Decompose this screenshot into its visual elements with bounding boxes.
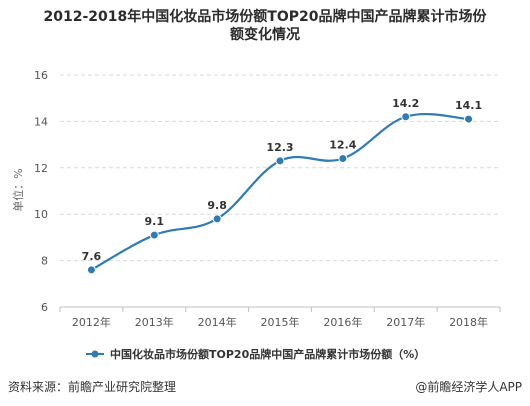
chart-title-line-2: 额变化情况 (230, 27, 300, 43)
x-tick-label: 2015年 (261, 315, 300, 329)
y-tick-label: 14 (34, 115, 48, 128)
footer: 资料来源：前瞻产业研究院整理 @前瞻经济学人APP (0, 374, 530, 396)
data-label: 9.8 (207, 199, 227, 212)
x-tick-label: 2013年 (135, 315, 174, 329)
x-tick-label: 2012年 (72, 315, 111, 329)
series-group (86, 112, 474, 275)
data-label: 9.1 (145, 215, 165, 228)
data-label: 14.2 (392, 97, 419, 110)
x-tick-label: 2018年 (449, 315, 488, 329)
y-axis-label: 单位：% (11, 168, 25, 211)
x-axis: 2012年 2013年 2014年 2015年 2016年 2017年 2018年 (59, 306, 501, 329)
legend-label: 中国化妆品市场份额TOP20品牌中国产品牌累计市场份额（%） (110, 347, 425, 361)
series-line (90, 113, 469, 271)
y-tick-label: 10 (34, 208, 48, 221)
data-point (275, 156, 285, 166)
data-point (401, 112, 411, 122)
legend-marker (91, 350, 99, 358)
y-axis: 6 8 10 12 14 16 (34, 69, 48, 314)
y-tick-label: 12 (34, 162, 48, 175)
data-point (338, 154, 348, 164)
y-tick-label: 16 (34, 69, 48, 82)
data-point (86, 265, 96, 275)
legend: 中国化妆品市场份额TOP20品牌中国产品牌累计市场份额（%） (86, 347, 425, 361)
data-labels: 7.6 9.1 9.8 12.3 12.4 14.2 14.1 (82, 97, 482, 263)
y-tick-label: 6 (41, 301, 48, 314)
brand-credit: @前瞻经济学人APP (415, 380, 522, 394)
x-tick-label: 2016年 (323, 315, 362, 329)
y-tick-label: 8 (41, 255, 48, 268)
source-note: 资料来源：前瞻产业研究院整理 (8, 380, 177, 394)
chart-title: 2012-2018年中国化妆品市场份额TOP20品牌中国产品牌累计市场份 额变化… (0, 8, 530, 44)
chart-title-line-1: 2012-2018年中国化妆品市场份额TOP20品牌中国产品牌累计市场份 (43, 9, 487, 25)
x-tick-label: 2014年 (198, 315, 237, 329)
data-label: 7.6 (82, 250, 102, 263)
grid-lines (60, 74, 500, 262)
data-label: 12.3 (266, 141, 293, 154)
data-point (149, 230, 159, 240)
data-point (464, 114, 474, 124)
data-label: 12.4 (329, 139, 356, 152)
x-tick-label: 2017年 (386, 315, 425, 329)
data-point (212, 214, 222, 224)
data-label: 14.1 (455, 99, 482, 112)
